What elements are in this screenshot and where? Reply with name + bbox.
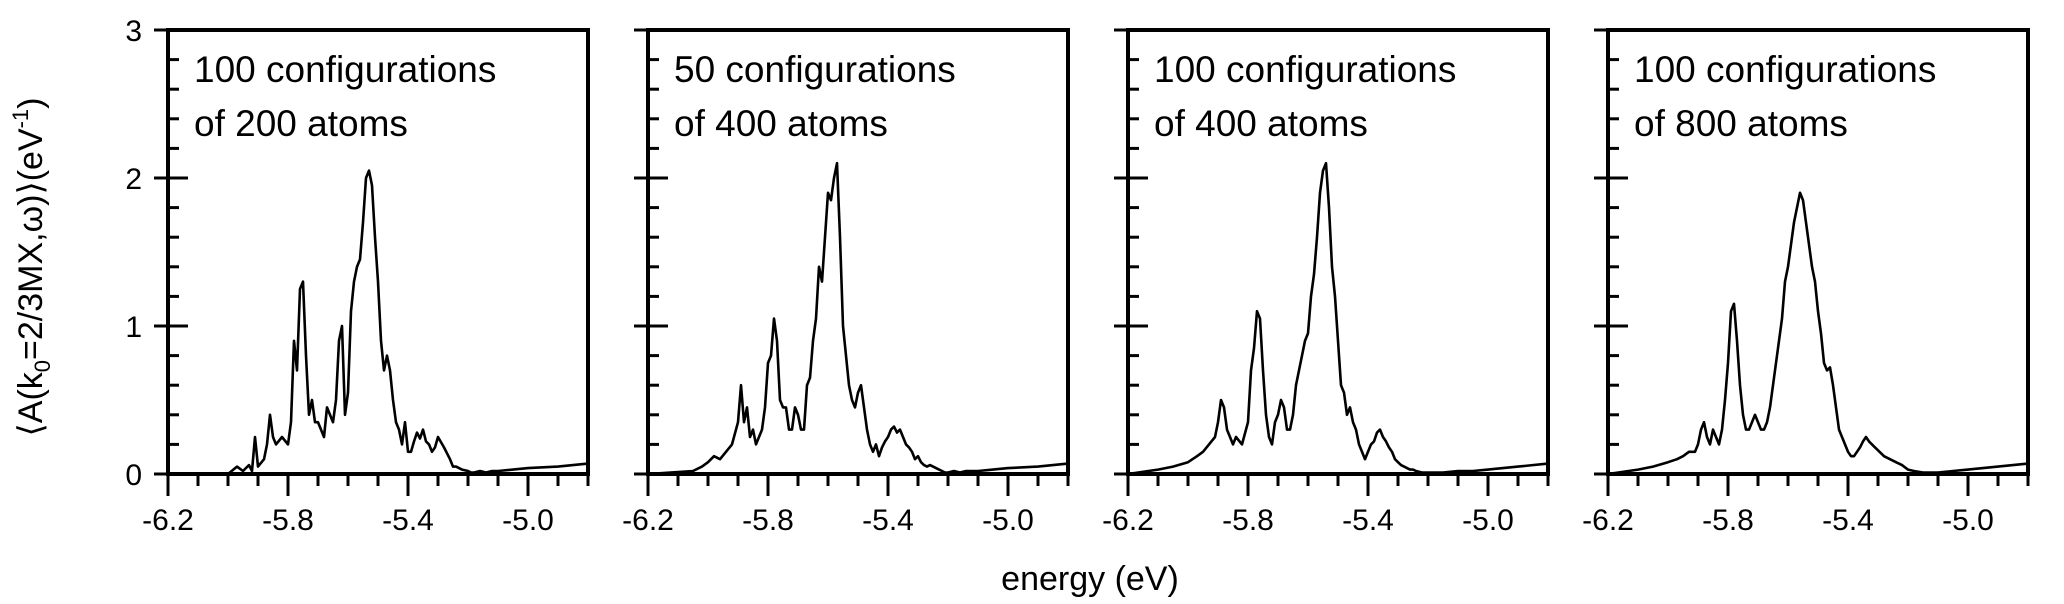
y-axis-title-part: =2/3MX,ω)⟩(eV: [12, 128, 50, 360]
panel-frame: [1126, 28, 1550, 476]
y-tick-label: 3: [125, 15, 142, 48]
panel-annotation-line: 50 configurations: [674, 49, 956, 90]
panels: -6.2 -5.8 -5.4 -5.0 0 1 2 3 100 configurations of…: [125, 15, 2030, 537]
panel-1: -6.2 -5.8 -5.4 -5.0 0 1 2 3 100 configurations of…: [125, 15, 590, 537]
x-tick-label: -6.2: [1102, 504, 1154, 537]
y-tick-label: 0: [125, 459, 142, 492]
x-tick-label: -5.0: [1462, 504, 1514, 537]
x-tick-label: -5.4: [1342, 504, 1394, 537]
panel-frame: [166, 28, 590, 476]
panel-annotation-line: of 800 atoms: [1634, 103, 1848, 144]
panel-annotation-line: of 400 atoms: [674, 103, 888, 144]
y-tick-label: 1: [125, 311, 142, 344]
x-tick-label: -6.2: [622, 504, 674, 537]
spectral-curve: [1607, 191, 2029, 476]
x-tick-label: -5.0: [982, 504, 1034, 537]
x-tick-label: -5.0: [502, 504, 554, 537]
x-tick-label: -5.0: [1942, 504, 1994, 537]
panel-annotation-line: 100 configurations: [1634, 49, 1936, 90]
x-tick-label: -5.8: [1702, 504, 1754, 537]
x-tick-label: -5.8: [742, 504, 794, 537]
x-tick-label: -5.4: [862, 504, 914, 537]
spectral-curve: [1127, 161, 1549, 476]
x-tick-label: -5.4: [382, 504, 434, 537]
x-tick-label: -5.8: [262, 504, 314, 537]
y-tick-label: 2: [125, 163, 142, 196]
y-axis-title: ⟨A(k0=2/3MX,ω)⟩(eV-1): [8, 97, 55, 436]
y-axis-title-part: ⟨A(k: [12, 371, 50, 436]
x-tick-label: -6.2: [1582, 504, 1634, 537]
panel-frame: [1606, 28, 2030, 476]
panel-2: -6.2 -5.8 -5.4 -5.0 50 configurations of 400 …: [622, 28, 1070, 537]
panel-annotation-line: 100 configurations: [1154, 49, 1456, 90]
panel-annotation-line: of 400 atoms: [1154, 103, 1368, 144]
panel-frame: [646, 28, 1070, 476]
spectral-curve: [647, 161, 1069, 476]
y-axis-title-subscript: 0: [30, 360, 55, 372]
panel-3: -6.2 -5.8 -5.4 -5.0 100 configurations of 400…: [1102, 28, 1550, 537]
x-axis-title: energy (eV): [1001, 560, 1179, 598]
x-tick-label: -5.8: [1222, 504, 1274, 537]
spectral-curve: [168, 169, 589, 476]
panel-annotation-line: of 200 atoms: [194, 103, 408, 144]
x-tick-label: -6.2: [142, 504, 194, 537]
x-tick-label: -5.4: [1822, 504, 1874, 537]
panel-4: -6.2 -5.8 -5.4 -5.0 100 configurations of 800…: [1582, 28, 2030, 537]
y-axis-title-part: ): [12, 97, 50, 108]
y-axis-title-superscript: -1: [8, 109, 33, 129]
panel-annotation-line: 100 configurations: [194, 49, 496, 90]
